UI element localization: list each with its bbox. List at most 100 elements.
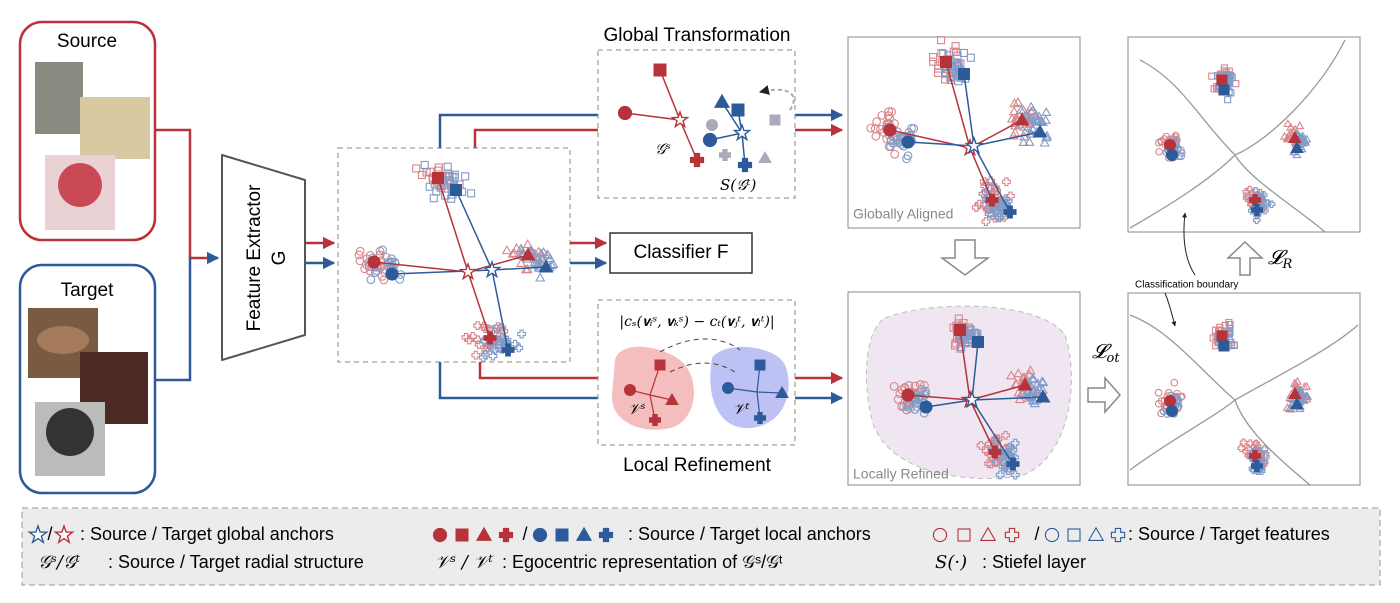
structure-label: S(𝒢ᵗ) [720,176,757,194]
feature-point [976,441,986,450]
feature-point [516,257,527,267]
feature-point [1002,177,1011,187]
feature-point [957,343,966,352]
feature-point [473,321,483,330]
local-anchor [775,385,789,398]
photo [58,163,102,207]
panel-label: Globally Aligned [853,206,953,222]
local-anchor [1032,124,1048,138]
feature-point [959,48,969,58]
legend-icon [555,528,569,542]
feature-point [1298,131,1308,140]
feature-point [1009,98,1020,108]
local-anchor [1290,140,1304,153]
legend-icon [455,528,469,542]
radial-edge [659,69,681,121]
feature-point [866,123,876,133]
local-anchor [450,184,462,196]
radial-edge [756,391,783,394]
feature-point [1006,370,1017,380]
feature-point [371,268,380,277]
feature-point [520,264,532,274]
local-anchor [954,324,966,336]
radial-edge [963,73,975,147]
radial-edge [973,131,1041,147]
feature-point [887,107,896,117]
source-blob [611,346,694,430]
feature-point [360,264,370,274]
annotation: Classification boundary [1135,280,1238,291]
feature-point [1018,136,1029,146]
local-anchor [1166,149,1178,161]
local-anchor [617,105,633,121]
feature-point [1010,470,1020,480]
feature-point [1300,136,1310,144]
legend-icon [1087,526,1105,541]
feature-point [536,257,547,267]
legend-text: : Source / Target radial structure [108,552,364,572]
flow-arrow [1087,376,1122,414]
local-anchor [1035,389,1051,403]
feature-point [1022,112,1033,122]
feature-point [934,64,943,73]
loss-label: 𝓛ot [1092,339,1120,366]
feature-point [461,172,470,181]
feature-point [445,171,454,180]
feature-point [872,117,881,127]
feature-point [1041,107,1052,117]
feature-point [1243,192,1251,201]
feature-point [991,456,1001,466]
feature-point [420,160,429,170]
feature-point [375,250,385,260]
feature-point [468,332,478,341]
legend-text: : Source / Target global anchors [80,524,334,544]
feature-point [889,381,899,391]
local-anchor [722,382,734,394]
flow-arrow [939,239,991,276]
feature-point [994,201,1004,211]
radial-edge [455,189,493,271]
feature-point [355,246,365,256]
loss-subscript: R [1282,257,1293,272]
feature-point [995,205,1005,214]
feature-point [501,245,513,255]
local-anchor [988,445,1002,459]
feature-point [1295,121,1305,130]
feature-point [920,386,930,396]
feature-point [909,124,919,133]
feature-point [915,380,925,389]
feature-point [426,167,435,176]
radial-edge [925,399,973,408]
radial-edge [945,61,971,149]
local-anchor [713,93,731,108]
global-anchor [482,259,502,279]
local-anchor [919,400,933,414]
local-anchor [649,414,661,426]
legend-text: : Stiefel layer [982,552,1086,572]
feature-point [497,332,507,342]
feature-point [941,75,950,84]
local-anchor [702,132,718,148]
local-anchor [1216,74,1228,86]
feature-point [429,194,438,203]
legend-separator: / [522,524,527,544]
feature-extractor [221,154,306,361]
feature-point [886,142,896,151]
boundary [1129,314,1359,486]
local-anchor [1006,457,1020,471]
feature-point [954,314,963,323]
global-anchor [732,122,752,142]
feature-point [1023,386,1035,396]
feature-point [471,350,481,360]
feature-point [490,345,500,355]
photo [46,408,94,456]
fe-label: G [269,251,290,266]
local-anchor [1218,84,1230,96]
feature-point [1025,365,1036,375]
connector [155,128,220,265]
feature-point [478,353,488,362]
feature-point [1177,149,1186,157]
feature-point [1013,368,1024,378]
legend-icon [957,528,971,542]
